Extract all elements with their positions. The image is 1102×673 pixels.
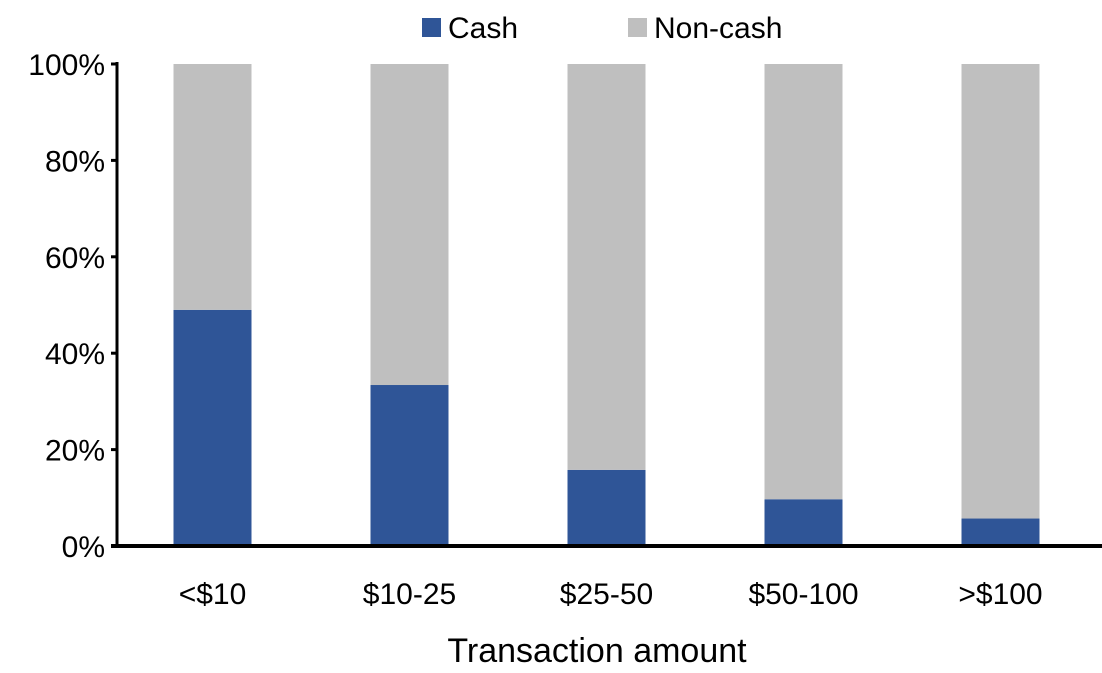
x-tick-label: $10-25 xyxy=(363,578,456,611)
legend-swatch-non-cash xyxy=(628,18,647,37)
x-axis-title: Transaction amount xyxy=(447,632,747,670)
y-tick-label: 100% xyxy=(28,49,105,82)
legend-swatch-cash xyxy=(422,18,441,37)
bar-cash xyxy=(173,309,252,546)
x-tick-label: $50-100 xyxy=(748,578,858,611)
bar-non-cash xyxy=(961,64,1040,519)
y-tick-label: 60% xyxy=(45,242,105,275)
x-tick-label: <$10 xyxy=(179,578,247,611)
bar-non-cash xyxy=(370,64,449,386)
bar-cash xyxy=(567,469,646,546)
bar-cash xyxy=(764,499,843,546)
y-tick-label: 20% xyxy=(45,435,105,468)
legend: Cash Non-cash xyxy=(422,12,782,45)
y-tick-label: 40% xyxy=(45,338,105,371)
x-tick-label: $25-50 xyxy=(560,578,653,611)
y-tick-label: 0% xyxy=(62,531,105,564)
y-tick-label: 80% xyxy=(45,145,105,178)
x-tick-label: >$100 xyxy=(958,578,1042,611)
bar-non-cash xyxy=(173,64,252,310)
bars xyxy=(173,64,1040,546)
axes: <$10 $10-25 $25-50 $50-100 >$100 0% 20% 40% 60% 8… xyxy=(28,49,1102,611)
bar-non-cash xyxy=(764,64,843,500)
bar-non-cash xyxy=(567,64,646,470)
bar-cash xyxy=(370,385,449,546)
bar-cash xyxy=(961,518,1040,546)
legend-label: Cash xyxy=(448,12,518,45)
legend-label: Non-cash xyxy=(654,12,782,45)
